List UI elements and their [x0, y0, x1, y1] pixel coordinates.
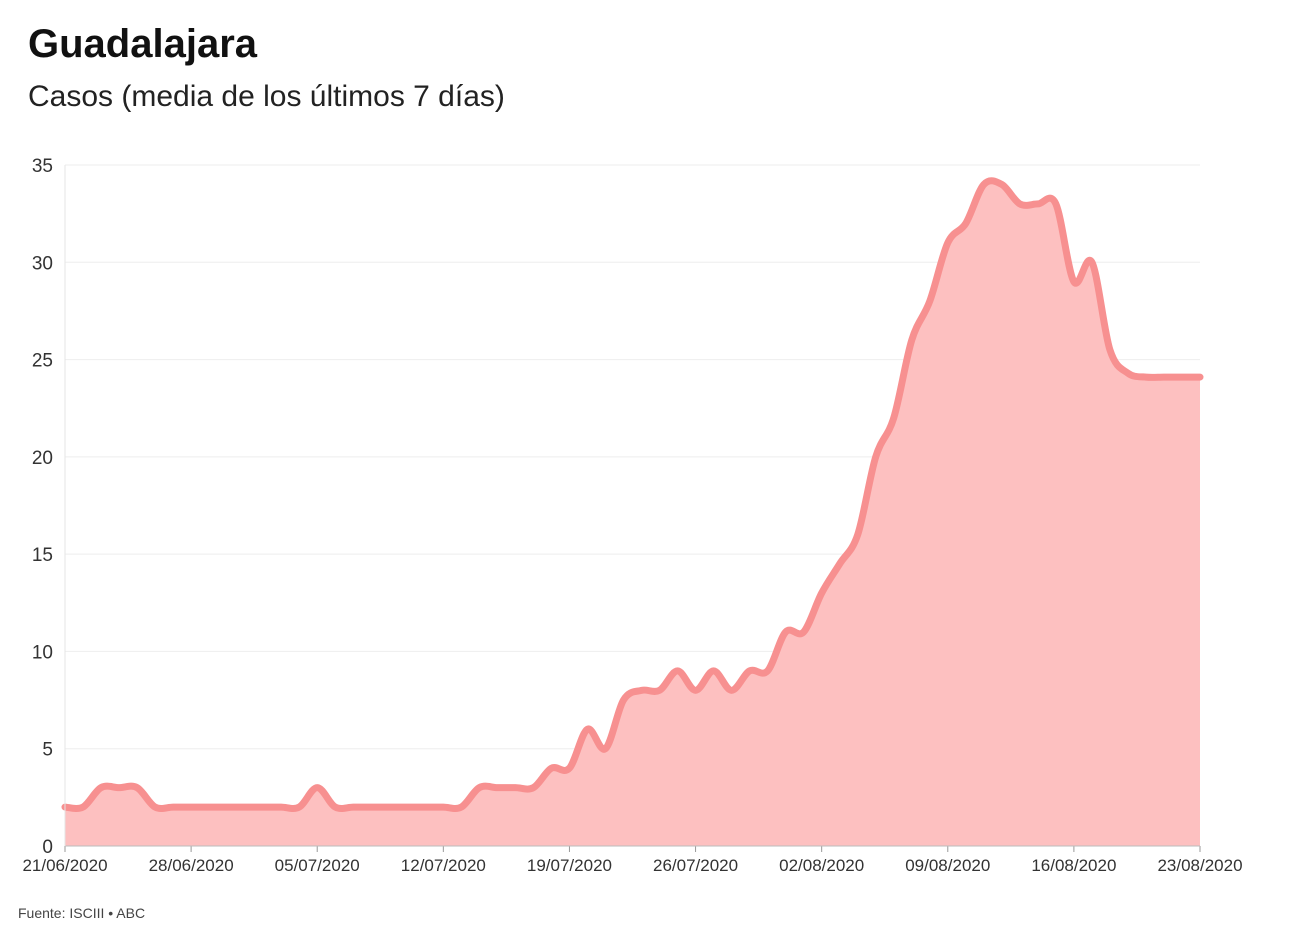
- y-tick-label: 15: [32, 545, 53, 566]
- x-axis-ticks: 21/06/2020 28/06/2020 05/07/2020 12/07/2020…: [22, 846, 1243, 875]
- y-tick-label: 25: [32, 351, 53, 372]
- x-tick-label: 12/07/2020: [401, 856, 486, 875]
- chart-subtitle: Casos (media de los últimos 7 días): [28, 80, 505, 113]
- area-chart: 0 5 10 15 20 25 30 35 21/06/2020 28/06/2020 05/07…: [22, 156, 1243, 875]
- x-tick-label: 26/07/2020: [653, 856, 738, 875]
- y-tick-label: 20: [32, 448, 53, 469]
- x-tick-label: 16/08/2020: [1031, 856, 1116, 875]
- y-tick-label: 10: [32, 642, 53, 663]
- x-tick-label: 05/07/2020: [275, 856, 360, 875]
- y-tick-label: 0: [42, 837, 53, 858]
- y-tick-label: 5: [42, 740, 53, 761]
- source-note: Fuente: ISCIII • ABC: [18, 905, 146, 921]
- y-tick-label: 30: [32, 253, 53, 274]
- y-tick-label: 35: [32, 156, 53, 177]
- y-axis-ticks: 0 5 10 15 20 25 30 35: [32, 156, 53, 858]
- x-tick-label: 23/08/2020: [1157, 856, 1242, 875]
- x-tick-label: 21/06/2020: [22, 856, 107, 875]
- x-tick-label: 09/08/2020: [905, 856, 990, 875]
- chart-title: Guadalajara: [28, 22, 258, 66]
- x-tick-label: 19/07/2020: [527, 856, 612, 875]
- x-tick-label: 02/08/2020: [779, 856, 864, 875]
- x-tick-label: 28/06/2020: [149, 856, 234, 875]
- series-line: [61, 177, 1204, 813]
- series-area: [65, 180, 1200, 846]
